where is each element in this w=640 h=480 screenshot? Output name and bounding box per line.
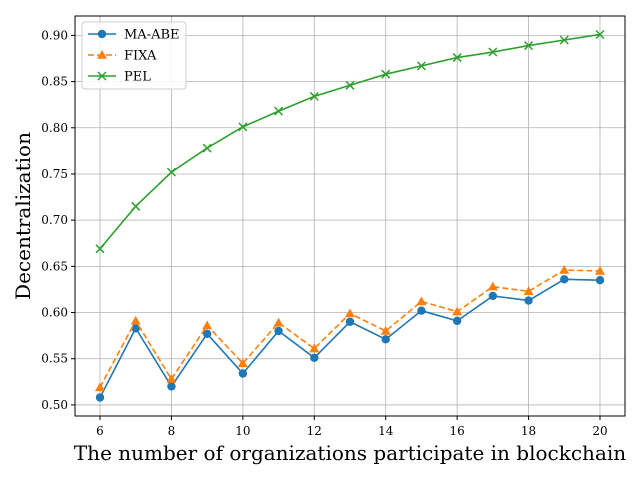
data-point [487, 281, 498, 291]
data-point [274, 106, 284, 116]
legend-label: MA-ABE [124, 28, 180, 43]
data-point [524, 41, 534, 51]
legend-marker [97, 50, 107, 59]
data-point [202, 320, 213, 330]
y-tick-label: 0.75 [41, 167, 68, 181]
data-point [488, 47, 498, 57]
y-axis-ticks: 0.50 0.55 0.60 0.65 0.70 0.75 0.80 0.85 0.90 [41, 28, 75, 412]
series-pel [95, 29, 605, 254]
data-point [273, 317, 284, 327]
data-point [417, 306, 426, 315]
x-tick-label: 10 [235, 424, 250, 438]
data-point [452, 316, 462, 326]
x-tick-label: 8 [168, 424, 176, 438]
data-point [595, 276, 605, 285]
data-point [381, 69, 391, 79]
x-tick-label: 18 [521, 424, 536, 438]
x-axis-label: The number of organizations participate … [74, 441, 626, 465]
data-point [202, 329, 212, 338]
data-point [345, 308, 355, 318]
data-point [202, 143, 212, 153]
data-point [237, 358, 248, 368]
data-point [452, 53, 462, 63]
series-line [99, 278, 601, 398]
data-point [345, 317, 355, 326]
data-point [595, 29, 605, 40]
y-tick-label: 0.80 [41, 121, 68, 135]
legend-box [81, 21, 187, 90]
data-point [416, 61, 426, 71]
legend-marker [97, 29, 107, 39]
data-point [559, 265, 570, 274]
data-point [559, 35, 569, 45]
x-tick-label: 16 [450, 424, 465, 438]
data-point [167, 382, 176, 391]
data-point [560, 275, 569, 284]
data-point [523, 286, 534, 296]
x-tick-label: 12 [307, 424, 322, 438]
data-point [274, 326, 283, 336]
series-fixa [95, 265, 605, 392]
data-point [452, 306, 463, 316]
data-point [416, 296, 427, 306]
data-point [95, 393, 105, 402]
data-point [488, 291, 498, 301]
data-point [381, 335, 390, 344]
y-tick-label: 0.65 [41, 259, 68, 273]
legend-entry: FIXA [88, 49, 157, 64]
plot-frame [74, 15, 626, 417]
x-axis-ticks: 6 8 10 12 14 16 18 20 [96, 416, 608, 438]
data-point [345, 80, 355, 90]
legend-entry: MA-ABE [88, 28, 180, 43]
data-point [130, 315, 141, 325]
data-point [95, 244, 105, 254]
data-point [524, 296, 533, 305]
x-tick-label: 14 [378, 424, 394, 438]
data-point [380, 326, 391, 335]
y-tick-label: 0.90 [41, 28, 68, 42]
y-tick-label: 0.55 [41, 352, 68, 366]
series-line [99, 269, 601, 388]
data-point [166, 374, 177, 383]
data-point [131, 201, 141, 211]
x-tick-label: 6 [96, 424, 104, 438]
x-tick-label: 20 [592, 424, 607, 438]
data-point [238, 369, 248, 378]
y-tick-label: 0.85 [41, 75, 68, 89]
data-point [595, 265, 605, 275]
data-point [131, 324, 140, 333]
data-point [310, 353, 319, 363]
legend-label: PEL [124, 70, 151, 85]
legend-entry: PEL [88, 70, 151, 85]
data-point [309, 91, 319, 101]
series-layer [95, 29, 605, 402]
series-ma-abe [95, 275, 605, 402]
legend: MA-ABE FIXA PEL [81, 21, 187, 90]
data-point [95, 382, 105, 392]
data-point [309, 343, 320, 353]
grid-lines [75, 16, 625, 416]
legend-label: FIXA [124, 49, 157, 64]
y-axis-label: Decentralization [11, 132, 35, 300]
legend-marker [97, 71, 107, 81]
y-tick-label: 0.70 [41, 213, 68, 227]
data-point [238, 122, 248, 132]
y-tick-label: 0.60 [41, 306, 68, 320]
data-point [166, 167, 176, 177]
y-tick-label: 0.50 [41, 398, 68, 412]
